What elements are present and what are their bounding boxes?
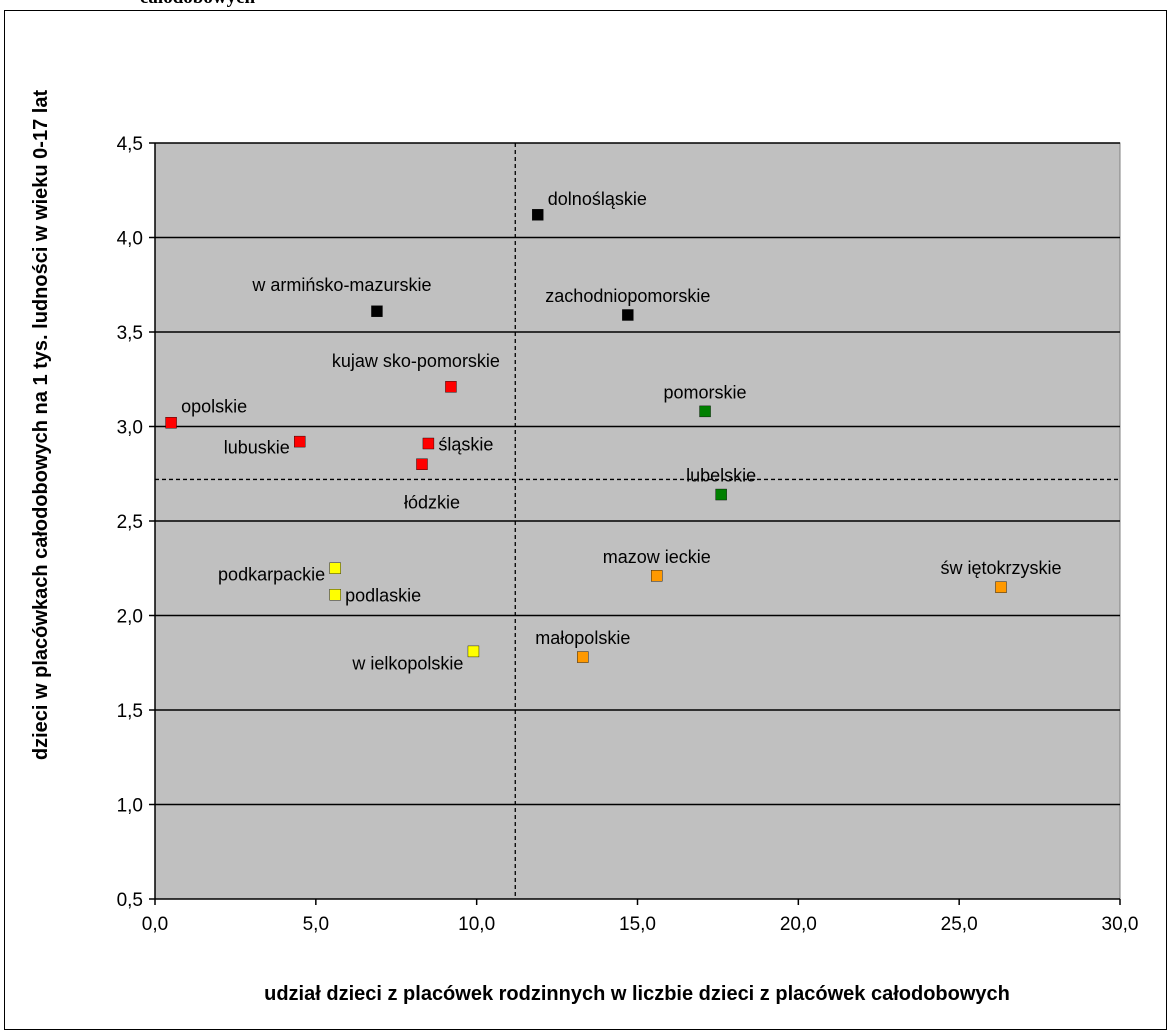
- x-tick-label: 25,0: [941, 914, 978, 935]
- point-label: lubelskie: [686, 466, 756, 486]
- y-axis-label: dzieci w placówkach całodobowych na 1 ty…: [30, 90, 52, 761]
- data-point: [651, 570, 663, 582]
- point-label: zachodniopomorskie: [545, 286, 710, 306]
- point-label: kujaw sko-pomorskie: [332, 351, 500, 371]
- reference-lines: [155, 143, 1120, 899]
- data-point: [622, 309, 634, 321]
- y-tick-label: 0,5: [117, 890, 143, 911]
- point-label: opolskie: [181, 397, 247, 417]
- point-label: w ielkopolskie: [351, 653, 463, 673]
- data-point: [165, 417, 177, 429]
- x-tick-label: 15,0: [619, 914, 656, 935]
- point-label: dolnośląskie: [548, 189, 647, 209]
- data-point: [329, 589, 341, 601]
- tick-labels: 0,5 1,0 1,5 2,0 2,5 3,0 3,5 4,0 4,5 0,0 5,0 10,0 15,…: [117, 134, 1139, 935]
- point-label: św iętokrzyskie: [940, 558, 1061, 578]
- y-tick-label: 4,5: [117, 134, 143, 155]
- y-tick-label: 1,0: [117, 796, 143, 817]
- point-label: śląskie: [438, 435, 493, 455]
- point-label: pomorskie: [664, 382, 747, 402]
- data-point: [577, 651, 589, 663]
- data-point: [699, 405, 711, 418]
- data-point: [995, 581, 1007, 593]
- data-point: [445, 381, 457, 393]
- data-point: [294, 435, 306, 448]
- y-tick-label: 1,5: [117, 701, 143, 722]
- gridlines: [155, 142, 1120, 806]
- y-tick-label: 2,0: [117, 607, 143, 628]
- y-tick-label: 3,0: [117, 418, 143, 439]
- point-label: podlaskie: [345, 586, 421, 606]
- x-tick-label: 5,0: [303, 914, 329, 935]
- data-point: [371, 305, 383, 317]
- point-label: łódzkie: [404, 492, 460, 512]
- x-tick-label: 20,0: [780, 914, 817, 935]
- y-tick-label: 2,5: [117, 512, 143, 533]
- data-point: [532, 209, 544, 221]
- point-label: mazow ieckie: [603, 547, 711, 567]
- data-point: [329, 562, 341, 574]
- data-point: [416, 458, 428, 470]
- x-tick-label: 0,0: [142, 914, 168, 935]
- y-tick-label: 3,5: [117, 323, 143, 344]
- x-tick-label: 30,0: [1102, 914, 1139, 935]
- data-points: [165, 209, 1007, 663]
- x-tick-label: 10,0: [458, 914, 495, 935]
- point-label: podkarpackie: [218, 564, 325, 584]
- x-axis-label: udział dzieci z placówek rodzinnych w li…: [264, 983, 1010, 1005]
- point-label: lubuskie: [224, 438, 290, 458]
- data-point: [715, 488, 727, 501]
- point-labels: dolnośląskie w armińsko-mazurskie zachodni…: [181, 189, 1061, 674]
- point-label: małopolskie: [535, 628, 630, 648]
- clipped-title-text: całodobowych: [140, 0, 255, 9]
- axes: [149, 142, 1121, 905]
- data-point: [422, 437, 435, 450]
- y-tick-label: 4,0: [117, 229, 143, 250]
- point-label: w armińsko-mazurskie: [251, 275, 431, 295]
- data-point: [467, 645, 480, 658]
